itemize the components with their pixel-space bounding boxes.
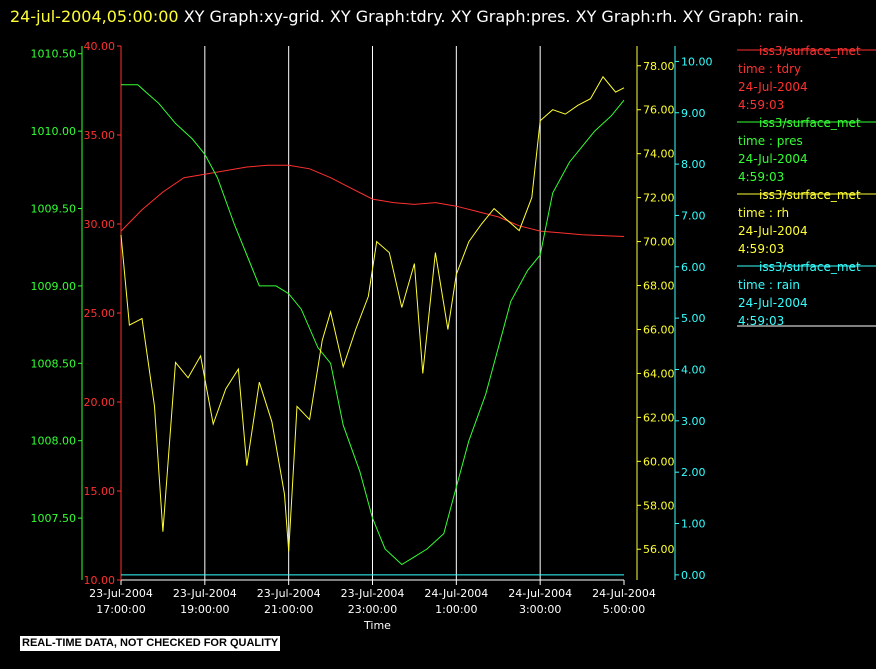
rh-y-tick-label: 64.00 [643,367,675,380]
pres-y-tick-label: 1009.00 [31,280,77,293]
rh-series-line [120,75,625,552]
legend-date: 24-Jul-2004 [738,80,808,94]
rh-y-tick-label: 78.00 [643,60,675,73]
title-timestamp: 24-jul-2004,05:00:00 [10,7,179,26]
tdry-y-tick-label: 20.00 [84,396,116,409]
rh-y-tick-label: 58.00 [643,499,675,512]
quality-notice: REAL-TIME DATA, NOT CHECKED FOR QUALITY [20,636,281,651]
legend-series-label: time : rh [738,206,789,220]
tdry-y-tick-label: 40.00 [84,40,116,53]
axes: 23-Jul-2004 17:00:00 23-Jul-2004 19:00:00 23… [31,40,713,632]
legend-time: 4:59:03 [738,242,784,256]
legend-series-name: iss3/surface_met [759,188,861,202]
legend-date: 24-Jul-2004 [738,296,808,310]
x-tick-label: 19:00:00 [180,603,229,616]
rh-y-tick-label: 56.00 [643,543,675,556]
x-tick-label: 21:00:00 [264,603,313,616]
rain-y-tick-label: 8.00 [681,158,706,171]
rain-y-tick-label: 4.00 [681,363,706,376]
x-tick-label: 24-Jul-2004 [424,587,488,600]
legend-series-label: time : pres [738,134,803,148]
pres-y-tick-label: 1008.00 [31,435,77,448]
x-tick-label: 24-Jul-2004 [592,587,656,600]
legend-series-name: iss3/surface_met [759,116,861,130]
rh-y-tick-label: 72.00 [643,192,675,205]
legend-time: 4:59:03 [738,98,784,112]
x-tick-label: 23-Jul-2004 [89,587,153,600]
pres-y-tick-label: 1010.50 [31,48,77,61]
vertical-grid [204,46,541,580]
rain-y-tick-label: 7.00 [681,209,706,222]
pres-series-line [121,84,625,566]
legend-series-label: time : tdry [738,62,801,76]
x-axis-label: Time [363,619,391,632]
tdry-y-tick-label: 25.00 [84,307,116,320]
x-tick-label: 23-Jul-2004 [257,587,321,600]
rain-y-tick-label: 1.00 [681,518,706,531]
legend-date: 24-Jul-2004 [738,224,808,238]
x-tick-label: 23:00:00 [348,603,397,616]
legend-series-label: time : rain [738,278,800,292]
x-tick-label: 17:00:00 [96,603,145,616]
rain-y-tick-label: 6.00 [681,261,706,274]
pres-y-tick-label: 1007.50 [31,512,77,525]
legend-time: 4:59:03 [738,170,784,184]
rh-y-tick-label: 62.00 [643,411,675,424]
pres-y-tick-label: 1008.50 [31,357,77,370]
tdry-y-tick-label: 10.00 [84,574,116,587]
rh-y-tick-label: 60.00 [643,455,675,468]
legend-time: 4:59:03 [738,314,784,328]
x-tick-label: 24-Jul-2004 [508,587,572,600]
pres-y-tick-label: 1010.00 [31,125,77,138]
rh-y-tick-label: 76.00 [643,104,675,117]
plot-series [120,75,625,576]
x-tick-label: 1:00:00 [435,603,477,616]
rain-y-tick-label: 0.00 [681,569,706,582]
x-tick-label: 5:00:00 [603,603,645,616]
rh-y-tick-label: 74.00 [643,148,675,161]
rain-y-tick-label: 3.00 [681,415,706,428]
rain-y-tick-label: 5.00 [681,312,706,325]
pres-y-tick-label: 1009.50 [31,203,77,216]
title-graph-list: XY Graph:xy-grid. XY Graph:tdry. XY Grap… [178,7,804,26]
rain-y-tick-label: 9.00 [681,107,706,120]
x-tick-label: 23-Jul-2004 [173,587,237,600]
legend-series-name: iss3/surface_met [759,260,861,274]
tdry-y-tick-label: 30.00 [84,218,116,231]
tdry-y-tick-label: 15.00 [84,485,116,498]
x-tick-label: 3:00:00 [519,603,561,616]
rh-y-tick-label: 66.00 [643,323,675,336]
tdry-y-tick-label: 35.00 [84,129,116,142]
rain-y-tick-label: 10.00 [681,55,713,68]
rain-y-tick-label: 2.00 [681,466,706,479]
legend-date: 24-Jul-2004 [738,152,808,166]
x-tick-label: 23-Jul-2004 [341,587,405,600]
rh-y-tick-label: 70.00 [643,236,675,249]
tdry-series-line [120,164,625,237]
rh-y-tick-label: 68.00 [643,280,675,293]
legend-series-name: iss3/surface_met [759,44,861,58]
page-title: 24-jul-2004,05:00:00 XY Graph:xy-grid. X… [10,2,870,31]
